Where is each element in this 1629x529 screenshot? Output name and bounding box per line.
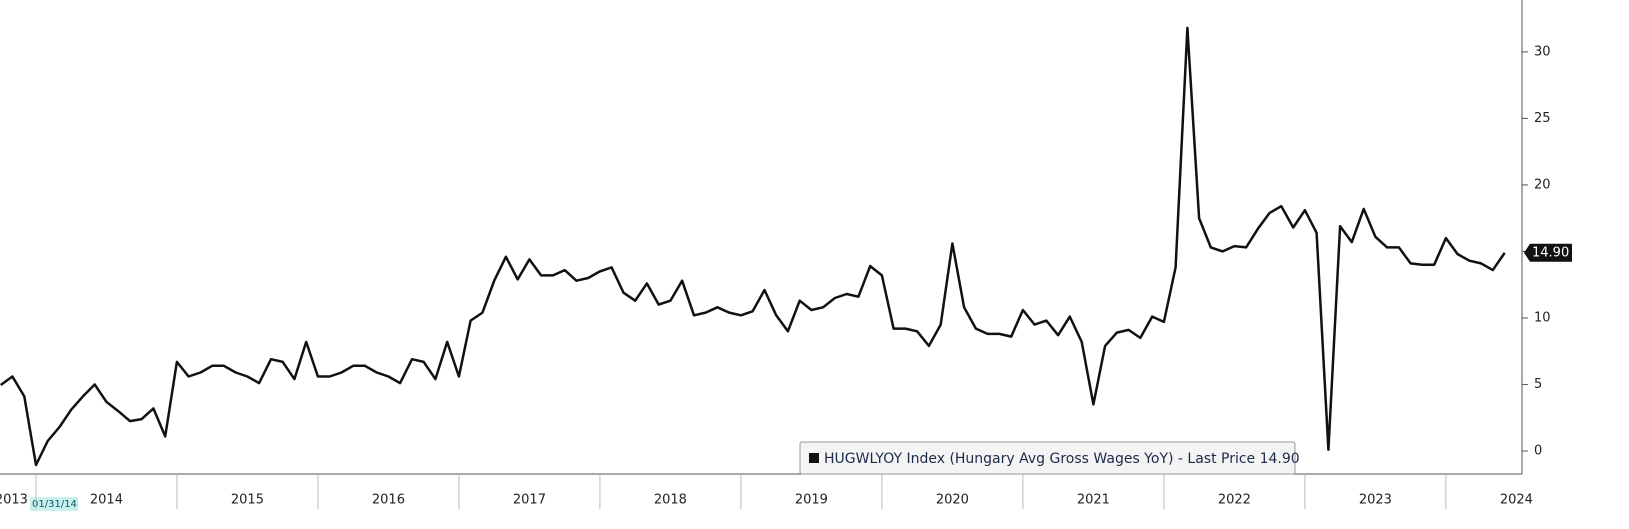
x-tick-label: 2019 xyxy=(795,493,828,508)
legend-text: HUGWLYOY Index (Hungary Avg Gross Wages … xyxy=(824,451,1300,467)
x-tick-label: 2021 xyxy=(1077,493,1110,508)
x-tick-label: 2013 xyxy=(0,493,28,508)
y-tick-label: 30 xyxy=(1534,44,1551,59)
cursor-label: 01/31/14 xyxy=(32,499,77,510)
x-tick-label: 2018 xyxy=(654,493,687,508)
y-tick-label: 0 xyxy=(1534,443,1542,458)
y-tick-label: 20 xyxy=(1534,177,1551,192)
x-tick-label: 2014 xyxy=(90,493,123,508)
cursor-box xyxy=(30,497,78,511)
x-tick-label: 2016 xyxy=(372,493,405,508)
x-tick-label: 2020 xyxy=(936,493,969,508)
x-tick-label: 2022 xyxy=(1218,493,1251,508)
last-value-label: 14.90 xyxy=(1532,245,1569,260)
legend-box xyxy=(799,441,1296,475)
y-tick-label: 10 xyxy=(1534,310,1551,325)
legend: HUGWLYOY Index (Hungary Avg Gross Wages … xyxy=(799,441,1300,475)
x-tick-label: 2017 xyxy=(513,493,546,508)
last-value-tag xyxy=(1524,243,1572,262)
legend-swatch xyxy=(809,453,819,463)
y-tick-label: 5 xyxy=(1534,377,1542,392)
y-tick-label: 25 xyxy=(1534,111,1551,126)
x-tick-label: 2024 xyxy=(1500,493,1533,508)
x-tick-label: 2015 xyxy=(231,493,264,508)
series-line xyxy=(0,26,1506,467)
x-tick-label: 2023 xyxy=(1359,493,1392,508)
